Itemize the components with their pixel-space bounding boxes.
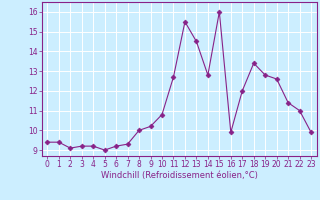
X-axis label: Windchill (Refroidissement éolien,°C): Windchill (Refroidissement éolien,°C) <box>101 171 258 180</box>
